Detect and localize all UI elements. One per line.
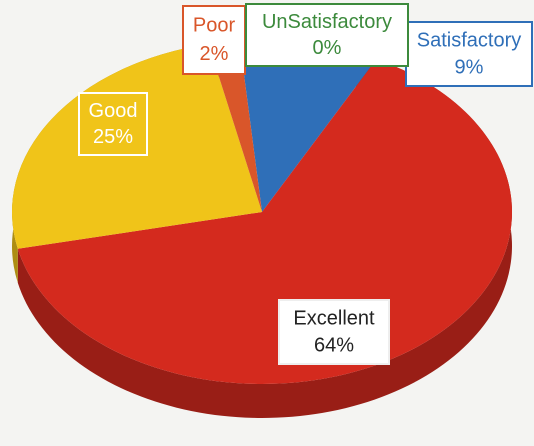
label-box xyxy=(182,5,246,75)
slice xyxy=(208,40,262,212)
slice xyxy=(12,43,262,249)
label-box xyxy=(245,3,409,67)
slice-value: 64% xyxy=(314,334,354,356)
slice-value: 0% xyxy=(313,37,342,59)
slice-label: Good xyxy=(89,100,138,122)
slice-label: UnSatisfactory xyxy=(262,11,392,33)
slice-label: Poor xyxy=(193,15,236,37)
label-box xyxy=(78,92,148,156)
slice-value: 25% xyxy=(93,126,133,148)
slice-value: 2% xyxy=(200,43,229,65)
slice-label: Excellent xyxy=(293,307,375,329)
slice-label: Satisfactory xyxy=(417,29,521,51)
slice-value: 9% xyxy=(455,56,484,78)
label-box xyxy=(278,299,390,365)
label-box xyxy=(405,21,533,87)
slice xyxy=(239,40,377,212)
